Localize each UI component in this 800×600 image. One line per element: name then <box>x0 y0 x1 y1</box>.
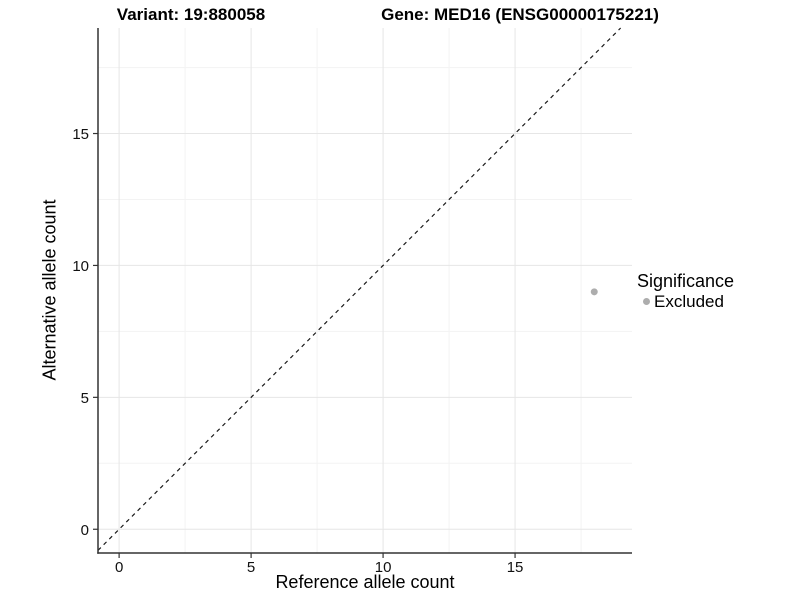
x-tick-label: 15 <box>507 559 524 576</box>
x-tick-label: 0 <box>115 559 123 576</box>
y-tick-label: 0 <box>81 522 89 539</box>
identity-line <box>97 27 622 551</box>
legend-item-excluded: Excluded <box>637 292 734 311</box>
x-axis-title: Reference allele count <box>275 572 455 592</box>
y-tick-label: 5 <box>81 390 89 407</box>
plot-title-variant: Variant: 19:880058 <box>116 5 266 24</box>
legend-title: Significance <box>637 271 735 291</box>
x-tick-label: 10 <box>375 559 392 576</box>
plot-title-gene: Gene: MED16 (ENSG00000175221) <box>381 5 659 24</box>
y-axis-title: Alternative allele count <box>39 199 60 381</box>
data-point <box>590 288 598 296</box>
legend-item-label: Excluded <box>654 292 724 311</box>
legend: Significance Excluded <box>637 271 734 311</box>
legend-key-dot <box>643 298 650 305</box>
y-tick-label: 15 <box>72 126 89 143</box>
y-tick-label: 10 <box>72 258 89 275</box>
x-tick-label: 5 <box>247 559 255 576</box>
